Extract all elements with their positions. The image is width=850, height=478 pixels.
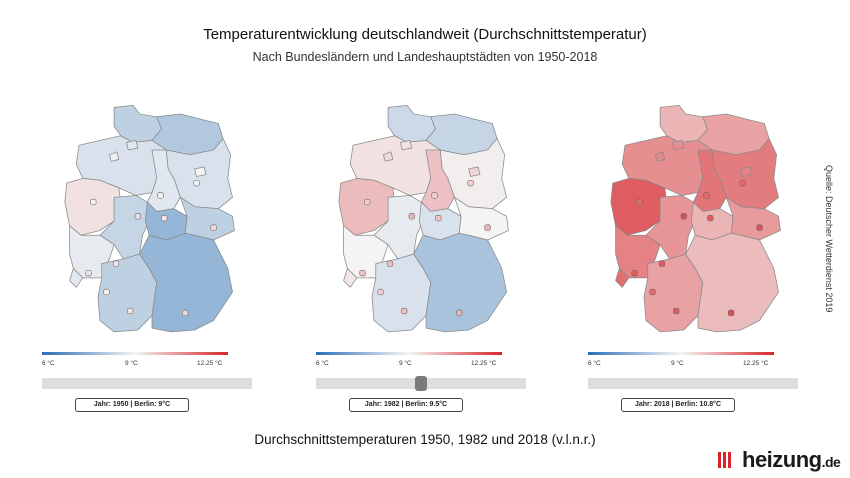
logo-name: heizung [742,447,822,472]
germany-map-2018 [610,105,781,333]
capital-marker[interactable] [703,192,710,199]
capital-marker[interactable] [90,198,97,206]
year-tooltip: Jahr: 1982 | Berlin: 9.5°C [349,398,463,412]
region-bw[interactable] [97,253,158,333]
legend-mid-label: 9 °C [399,360,412,367]
region-hh[interactable] [399,140,413,151]
capital-marker[interactable] [210,224,217,231]
map-panel-1982: 6 °C 9 °C 12.25 °C Jahr: 1982 | Berlin: 9.5… [316,96,536,416]
capital-marker[interactable] [359,269,366,277]
color-legend: 6 °C 9 °C 12.25 °C [588,352,778,372]
capital-marker[interactable] [484,224,491,231]
region-sn[interactable] [453,196,509,241]
capital-marker[interactable] [467,179,474,187]
region-be[interactable] [468,166,481,177]
capital-marker[interactable] [673,307,680,315]
page-title: Temperaturentwicklung deutschlandweit (D… [203,26,647,43]
capital-marker[interactable] [157,192,164,199]
capital-marker[interactable] [134,213,141,220]
year-slider-track[interactable] [42,378,252,389]
legend-gradient-bar [316,352,502,355]
legend-min-label: 6 °C [42,360,55,367]
legend-min-label: 6 °C [588,360,601,367]
region-sn[interactable] [725,196,781,241]
capital-marker[interactable] [431,192,438,199]
year-slider-track[interactable] [588,378,798,389]
capital-marker[interactable] [161,215,168,222]
capital-marker[interactable] [127,307,134,315]
capital-marker[interactable] [707,215,714,222]
capital-marker[interactable] [739,179,746,187]
region-sl[interactable] [343,267,358,288]
region-be[interactable] [194,166,207,177]
logo-bars-icon [718,452,733,473]
region-hh[interactable] [125,140,139,151]
year-slider-track[interactable] [316,376,526,391]
capital-marker[interactable] [649,288,656,296]
legend-max-label: 12.25 °C [743,360,769,367]
capital-marker[interactable] [658,260,666,267]
capital-marker[interactable] [631,269,638,277]
capital-marker[interactable] [456,309,463,317]
legend-gradient-bar [588,352,774,355]
legend-mid-label: 9 °C [671,360,684,367]
region-by[interactable] [685,232,779,333]
capital-marker[interactable] [182,309,189,317]
region-hb[interactable] [382,151,394,162]
region-hh[interactable] [671,140,685,151]
germany-map-1950 [64,105,235,333]
year-slider-handle[interactable] [415,376,427,391]
region-bw[interactable] [643,253,704,333]
color-legend: 6 °C 9 °C 12.25 °C [316,352,506,372]
logo-tld: .de [821,454,841,470]
page-subtitle: Nach Bundesländern und Landeshauptstädte… [252,50,598,64]
region-be[interactable] [740,166,753,177]
region-by[interactable] [413,232,507,333]
region-hb[interactable] [108,151,120,162]
capital-marker[interactable] [103,288,110,296]
region-sl[interactable] [69,267,84,288]
capital-marker[interactable] [364,198,371,206]
capital-marker[interactable] [401,307,408,315]
capital-marker[interactable] [728,309,735,317]
capital-marker[interactable] [756,224,763,231]
capital-marker[interactable] [193,179,200,187]
map-panel-2018: 6 °C 9 °C 12.25 °C Jahr: 2018 | Berlin: 10.… [588,96,808,416]
capital-marker[interactable] [680,213,687,220]
year-tooltip: Jahr: 1950 | Berlin: 9°C [75,398,189,412]
capital-marker[interactable] [85,269,92,277]
region-hb[interactable] [654,151,666,162]
capital-marker[interactable] [112,260,120,267]
germany-map-1982 [338,105,509,333]
legend-max-label: 12.25 °C [471,360,497,367]
legend-gradient-bar [42,352,228,355]
capital-marker[interactable] [386,260,394,267]
legend-mid-label: 9 °C [125,360,138,367]
legend-max-label: 12.25 °C [197,360,223,367]
capital-marker[interactable] [435,215,442,222]
capital-marker[interactable] [636,198,643,206]
source-note: Quelle: Deutscher Wetterdienst 2019 [824,165,834,313]
region-by[interactable] [139,232,233,333]
region-bw[interactable] [371,253,432,333]
color-legend: 6 °C 9 °C 12.25 °C [42,352,232,372]
map-panel-1950: 6 °C 9 °C 12.25 °C Jahr: 1950 | Berlin: 9°C [42,96,262,416]
region-sl[interactable] [615,267,630,288]
legend-min-label: 6 °C [316,360,329,367]
heizung-logo: heizung.de [718,446,848,474]
year-tooltip: Jahr: 2018 | Berlin: 10.8°C [621,398,735,412]
capital-marker[interactable] [377,288,384,296]
capital-marker[interactable] [408,213,415,220]
map-caption: Durchschnittstemperaturen 1950, 1982 und… [254,432,596,447]
region-sn[interactable] [179,196,235,241]
